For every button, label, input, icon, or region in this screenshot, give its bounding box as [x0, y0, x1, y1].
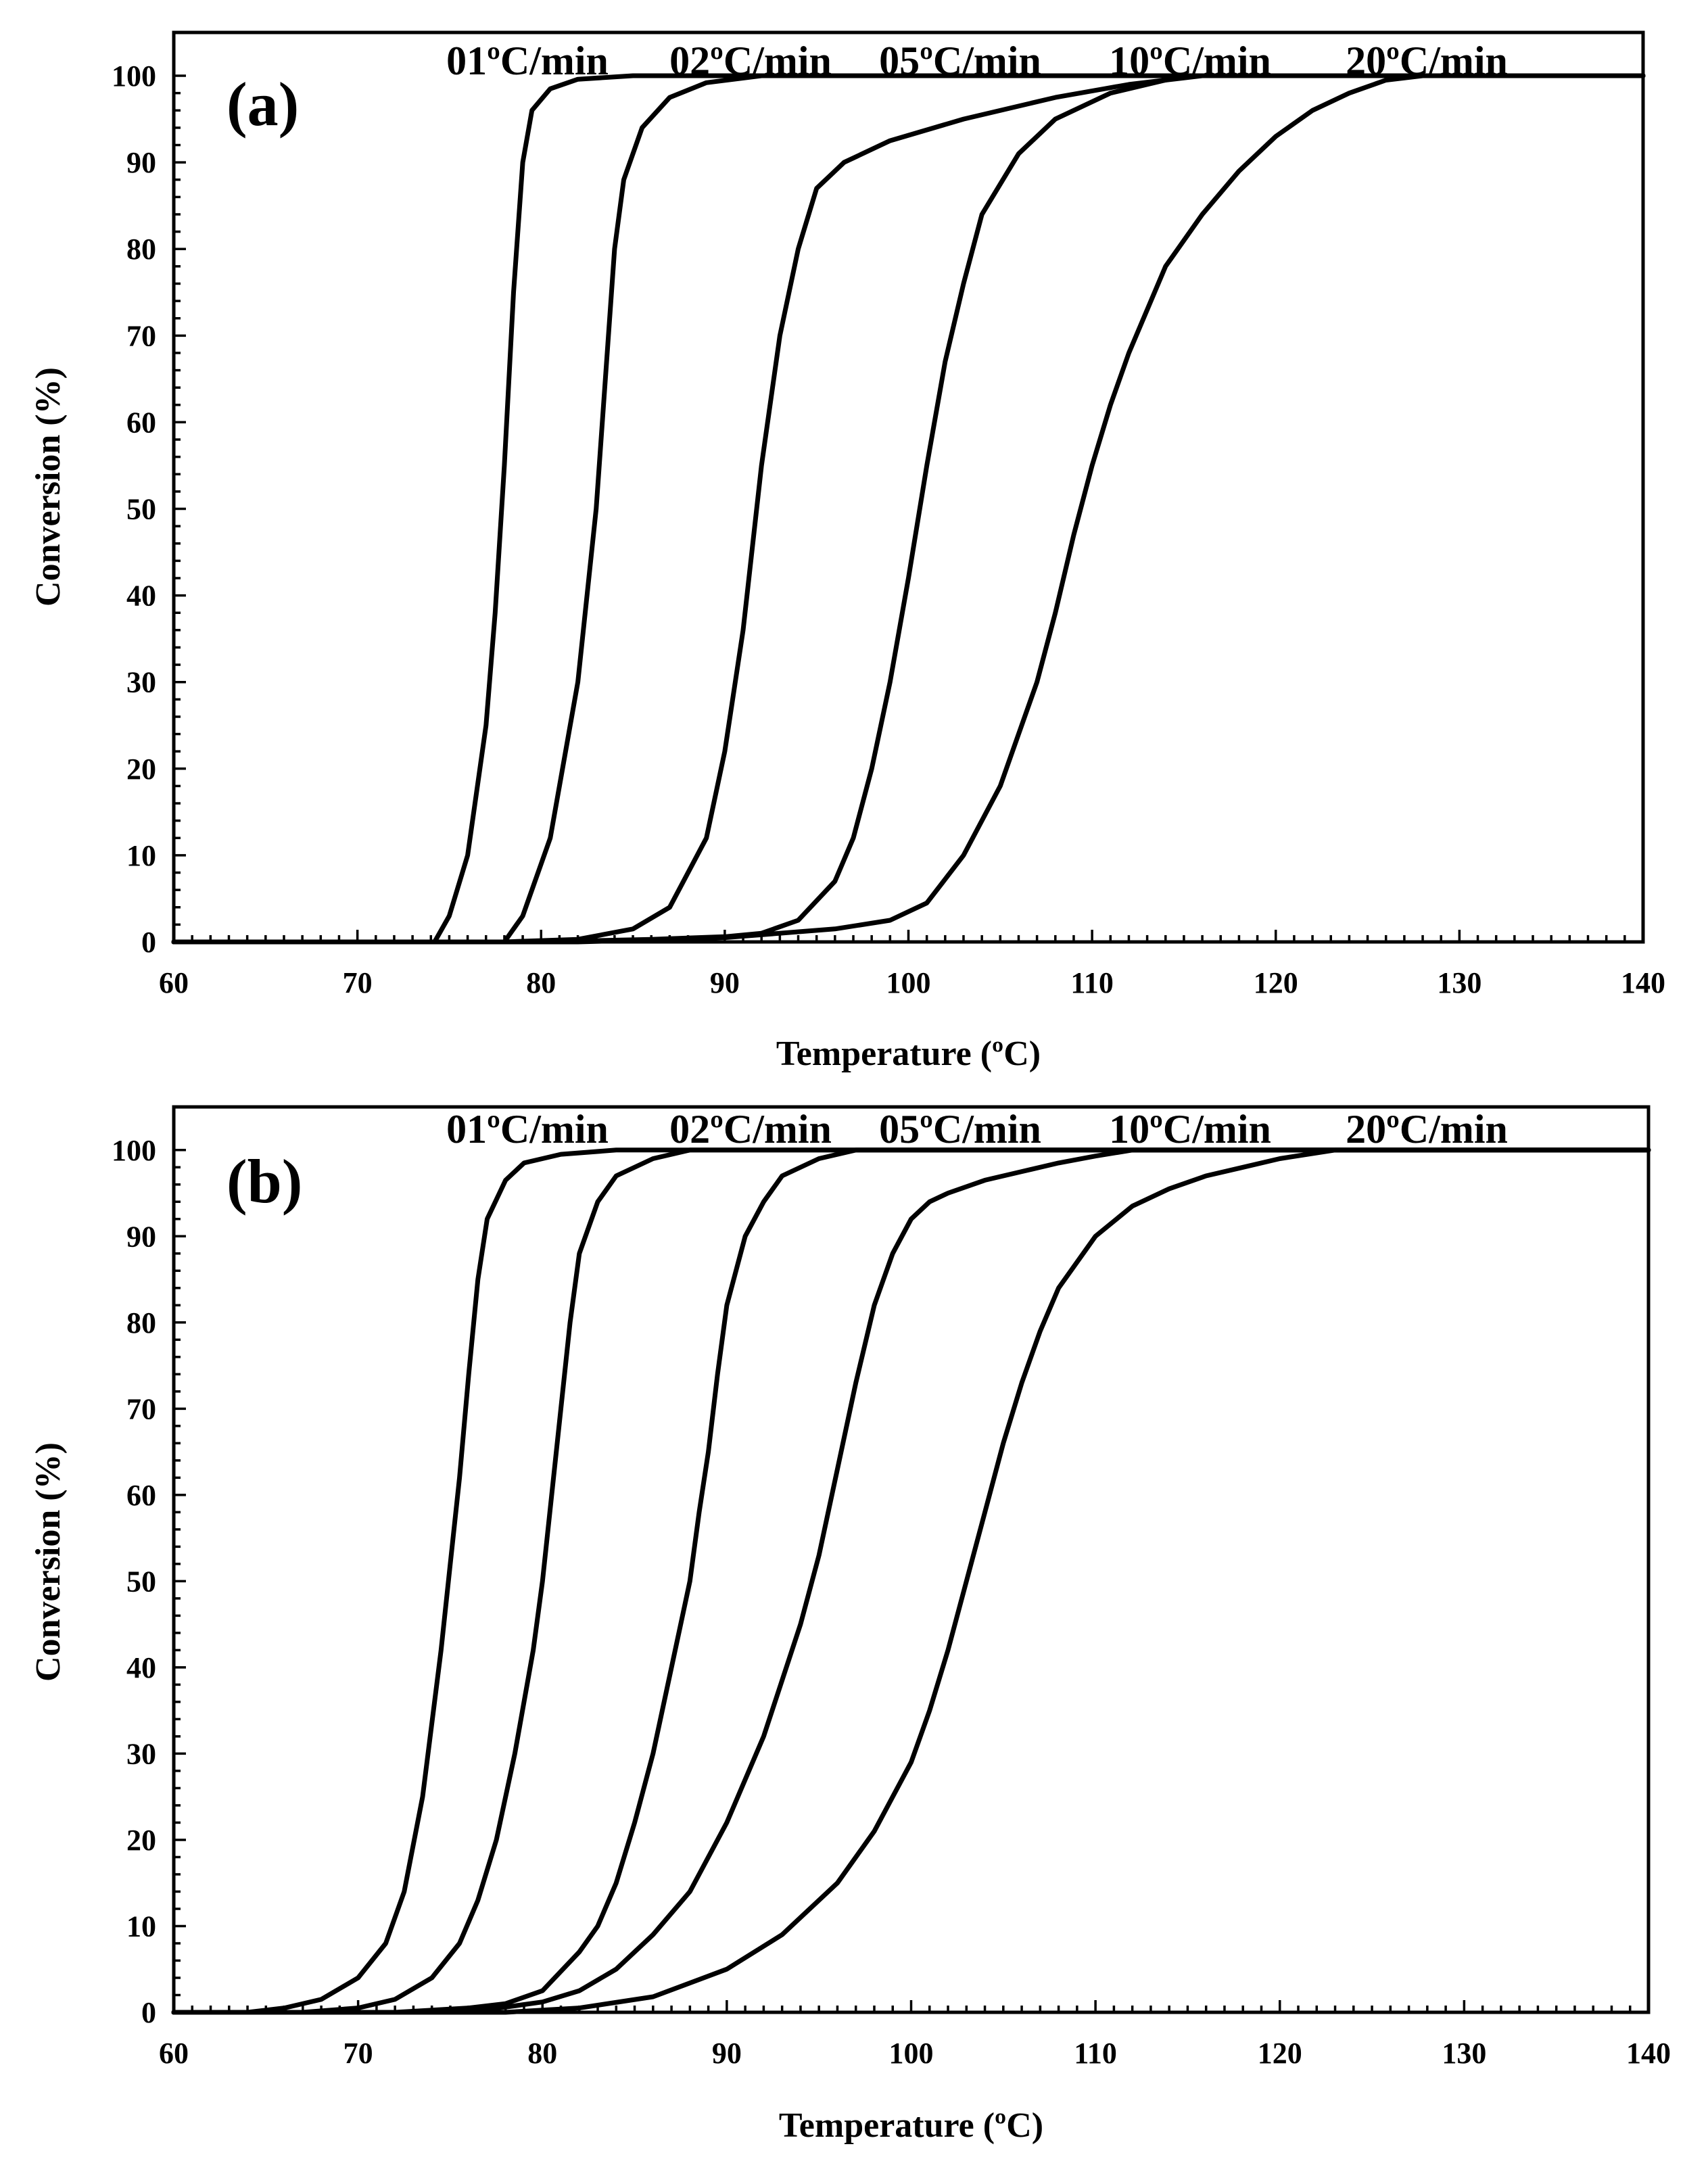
y-tick-label: 90 [126, 146, 156, 179]
x-tick-label: 70 [343, 2037, 373, 2070]
legend-entry: 20ºC/min [1346, 39, 1508, 83]
y-tick-label: 0 [141, 1996, 156, 2029]
y-tick-label: 70 [126, 319, 156, 352]
x-tick-label: 140 [1626, 2037, 1671, 2070]
x-tick-label: 80 [526, 966, 556, 999]
x-tick-label: 100 [889, 2037, 934, 2070]
series-line-3 [171, 73, 1646, 945]
chart-panel-a: 0 10 20 30 40 50 60 70 80 90 100 60 70 80 90 100 110 120… [29, 30, 1665, 1073]
y-tick-label: 100 [112, 60, 156, 93]
y-tick-label: 100 [112, 1134, 156, 1167]
x-tick-label: 70 [343, 966, 373, 999]
x-tick-label: 60 [159, 2037, 189, 2070]
x-axis: 60 70 80 90 100 110 120 130 140 [159, 930, 1665, 999]
legend-entry: 10ºC/min [1109, 1107, 1271, 1152]
legend: 01ºC/min 02ºC/min 05ºC/min 10ºC/min 20ºC/min [446, 39, 1508, 83]
series-line-4 [171, 1147, 1651, 2015]
panel-label: (b) [227, 1147, 302, 1216]
y-tick-label: 30 [126, 666, 156, 699]
series-line-3 [171, 1147, 1651, 2015]
y-tick-label: 70 [126, 1392, 156, 1425]
x-tick-label: 110 [1074, 2037, 1117, 2070]
plot-frame [172, 30, 1645, 944]
legend-entry: 02ºC/min [669, 1107, 832, 1152]
y-tick-label: 60 [126, 406, 156, 439]
plot-area-border [172, 1105, 1651, 2014]
x-tick-label: 110 [1070, 966, 1114, 999]
legend-entry: 01ºC/min [446, 39, 609, 83]
y-tick-label: 50 [126, 493, 156, 526]
y-tick-label: 20 [126, 1824, 156, 1857]
y-tick-label: 30 [126, 1737, 156, 1770]
y-tick-label: 80 [126, 233, 156, 266]
y-tick-label: 80 [126, 1306, 156, 1340]
y-axis-label: Conversion (%) [29, 367, 68, 607]
legend-entry: 05ºC/min [879, 1107, 1041, 1152]
legend-entry: 10ºC/min [1109, 39, 1271, 83]
y-tick-label: 40 [126, 579, 156, 613]
y-axis: 0 10 20 30 40 50 60 70 80 90 100 [112, 1134, 186, 2029]
x-axis-label: Temperature (ºC) [779, 2106, 1043, 2145]
y-axis-label: Conversion (%) [29, 1442, 68, 1682]
series-line-5 [171, 73, 1646, 945]
y-tick-label: 10 [126, 1910, 156, 1943]
x-tick-label: 60 [159, 966, 189, 999]
series-lines [171, 1147, 1651, 2015]
y-tick-label: 20 [126, 753, 156, 786]
x-tick-label: 80 [527, 2037, 557, 2070]
series-line-1 [171, 73, 1646, 945]
series-line-2 [171, 73, 1646, 945]
series-line-1 [171, 1147, 1651, 2015]
chart-panel-b: 0 10 20 30 40 50 60 70 80 90 100 60 70 80 90 100 110 120… [29, 1105, 1671, 2145]
x-axis-label: Temperature (ºC) [776, 1035, 1041, 1073]
legend-entry: 02ºC/min [669, 39, 832, 83]
legend-entry: 01ºC/min [446, 1107, 609, 1152]
plot-area-border [172, 30, 1645, 944]
legend-entry: 20ºC/min [1346, 1107, 1508, 1152]
series-line-5 [171, 1147, 1651, 2015]
x-tick-label: 120 [1254, 966, 1298, 999]
x-tick-label: 130 [1442, 2037, 1486, 2070]
y-tick-label: 0 [141, 926, 156, 959]
y-axis: 0 10 20 30 40 50 60 70 80 90 100 [112, 60, 186, 959]
series-lines [171, 73, 1646, 945]
x-tick-label: 100 [886, 966, 931, 999]
x-tick-label: 90 [712, 2037, 742, 2070]
x-tick-label: 90 [710, 966, 740, 999]
panel-label: (a) [227, 70, 299, 139]
legend: 01ºC/min 02ºC/min 05ºC/min 10ºC/min 20ºC/min [446, 1107, 1508, 1152]
series-line-2 [171, 1147, 1651, 2015]
y-tick-label: 50 [126, 1565, 156, 1598]
x-tick-label: 140 [1621, 966, 1665, 999]
legend-entry: 05ºC/min [879, 39, 1041, 83]
x-tick-label: 120 [1258, 2037, 1302, 2070]
plot-frame [172, 1105, 1651, 2014]
y-tick-label: 60 [126, 1479, 156, 1512]
y-tick-label: 40 [126, 1651, 156, 1684]
x-tick-label: 130 [1437, 966, 1481, 999]
y-tick-label: 90 [126, 1220, 156, 1253]
y-tick-label: 10 [126, 839, 156, 872]
series-line-4 [171, 73, 1646, 945]
